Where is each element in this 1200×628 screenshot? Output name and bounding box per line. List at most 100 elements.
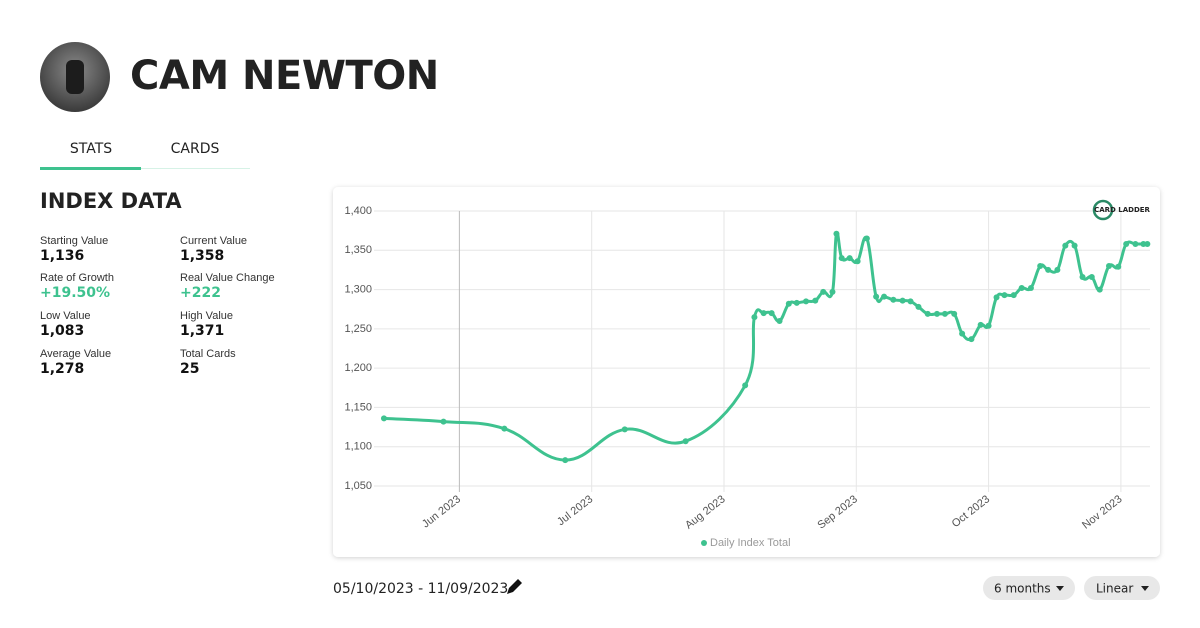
point bbox=[854, 258, 861, 265]
point bbox=[933, 310, 940, 317]
point bbox=[440, 418, 447, 425]
stat-label: High Value bbox=[180, 310, 233, 322]
point bbox=[977, 321, 984, 328]
point bbox=[1054, 266, 1061, 273]
point bbox=[951, 310, 958, 317]
stat-label: Total Cards bbox=[180, 348, 236, 360]
point bbox=[993, 294, 1000, 301]
stat-value: 1,358 bbox=[180, 248, 224, 264]
date-range: 05/10/2023 - 11/09/2023 bbox=[333, 581, 508, 597]
point bbox=[562, 457, 569, 464]
point bbox=[1088, 274, 1095, 280]
point bbox=[1132, 241, 1139, 247]
point bbox=[1123, 241, 1130, 247]
y-tick-label: 1,200 bbox=[344, 362, 372, 374]
point bbox=[873, 293, 880, 300]
player-name: CAM NEWTON bbox=[130, 53, 439, 99]
point bbox=[776, 318, 783, 324]
point bbox=[899, 297, 906, 304]
y-tick-label: 1,300 bbox=[344, 283, 372, 295]
caret bbox=[1056, 586, 1064, 591]
stat-value: +222 bbox=[180, 285, 221, 301]
point bbox=[1144, 241, 1151, 247]
y-tick-label: 1,350 bbox=[344, 244, 372, 256]
point bbox=[1096, 286, 1103, 293]
point bbox=[621, 426, 628, 433]
point bbox=[1105, 263, 1112, 269]
point bbox=[1071, 242, 1078, 249]
point bbox=[1001, 292, 1008, 299]
point bbox=[1045, 266, 1052, 273]
y-tick-label: 1,100 bbox=[344, 441, 372, 453]
point bbox=[846, 255, 853, 262]
point bbox=[838, 255, 845, 262]
scale-button-text: Linear bbox=[1096, 582, 1133, 596]
legend-marker bbox=[701, 540, 707, 546]
tab-stats[interactable]: STATS bbox=[70, 141, 112, 157]
stat-value: 1,136 bbox=[40, 248, 84, 264]
point bbox=[1037, 263, 1044, 269]
point bbox=[985, 322, 992, 329]
avatar-figure bbox=[66, 60, 84, 94]
stat-value: 1,278 bbox=[40, 361, 84, 377]
stat-label: Real Value Change bbox=[180, 272, 275, 284]
point bbox=[833, 230, 840, 237]
point bbox=[1079, 274, 1086, 280]
y-tick-label: 1,050 bbox=[344, 480, 372, 492]
point bbox=[924, 310, 931, 317]
caret bbox=[1141, 586, 1149, 591]
point bbox=[751, 314, 758, 321]
y-tick-label: 1,150 bbox=[344, 401, 372, 413]
range-button-text: 6 months bbox=[994, 582, 1051, 596]
point bbox=[890, 296, 897, 303]
point bbox=[915, 303, 922, 310]
point bbox=[760, 310, 767, 317]
edit-icon[interactable] bbox=[507, 579, 522, 594]
point bbox=[881, 293, 888, 300]
point bbox=[742, 382, 749, 389]
tab-rule bbox=[40, 168, 250, 169]
point bbox=[820, 288, 827, 295]
point bbox=[1062, 242, 1069, 249]
stat-value: +19.50% bbox=[40, 285, 110, 301]
point bbox=[907, 298, 914, 305]
point bbox=[768, 310, 775, 317]
point bbox=[863, 235, 870, 242]
point bbox=[829, 288, 836, 295]
stat-label: Starting Value bbox=[40, 235, 108, 247]
range-button[interactable] bbox=[983, 576, 1075, 600]
section-title: INDEX DATA bbox=[40, 189, 182, 213]
tab-indicator bbox=[40, 167, 141, 170]
logo: CARD LADDER bbox=[1092, 199, 1151, 221]
point bbox=[380, 415, 387, 422]
stat-label: Current Value bbox=[180, 235, 247, 247]
point bbox=[682, 438, 689, 445]
point bbox=[785, 300, 792, 307]
stat-value: 1,371 bbox=[180, 323, 224, 339]
point bbox=[1115, 263, 1122, 270]
point bbox=[1018, 285, 1025, 291]
point bbox=[812, 297, 819, 304]
point bbox=[793, 299, 800, 306]
stat-value: 25 bbox=[180, 361, 199, 377]
point bbox=[1010, 292, 1017, 299]
logo-text: CARD LADDER bbox=[1094, 206, 1150, 214]
stat-value: 1,083 bbox=[40, 323, 84, 339]
scale-button[interactable] bbox=[1084, 576, 1160, 600]
stat-label: Average Value bbox=[40, 348, 111, 360]
point bbox=[968, 336, 975, 343]
tab-cards[interactable]: CARDS bbox=[171, 141, 220, 157]
point bbox=[501, 425, 508, 432]
stat-label: Rate of Growth bbox=[40, 272, 114, 284]
point bbox=[803, 298, 810, 305]
stat-label: Low Value bbox=[40, 310, 91, 322]
point bbox=[1027, 285, 1034, 291]
y-tick-label: 1,400 bbox=[344, 205, 372, 217]
point bbox=[941, 310, 948, 317]
chart-card bbox=[333, 187, 1160, 557]
point bbox=[959, 330, 966, 337]
y-tick-label: 1,250 bbox=[344, 323, 372, 335]
legend-label: Daily Index Total bbox=[710, 537, 791, 549]
